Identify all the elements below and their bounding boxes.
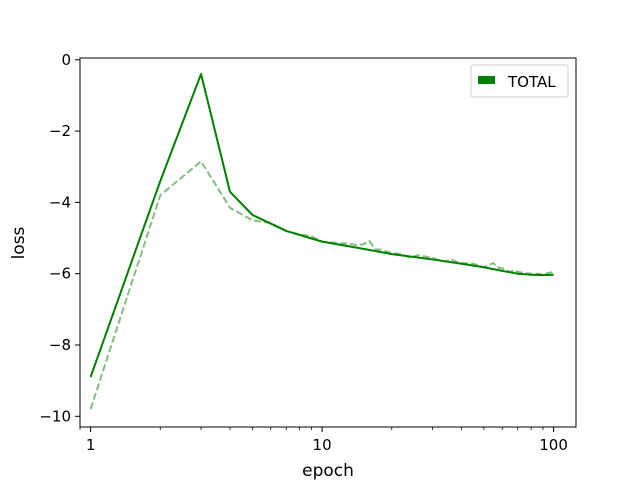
series-layer [89, 73, 554, 410]
x-tick-label: 100 [539, 436, 568, 454]
y-axis-ticks: 0 −2 −4 −6 −8 −10 [39, 51, 80, 425]
y-tick-label: −2 [49, 122, 71, 140]
legend-label-total: TOTAL [507, 73, 556, 91]
y-tick-label: 0 [61, 51, 71, 69]
legend-frame [470, 64, 569, 98]
series-line-dashed [89, 160, 554, 410]
x-axis-label: epoch [302, 461, 354, 480]
legend-swatch [478, 76, 495, 84]
plot-frame [79, 57, 577, 428]
y-tick-label: −4 [49, 193, 71, 211]
x-tick-label: 1 [86, 436, 96, 454]
x-tick-label: 10 [313, 436, 332, 454]
y-tick-label: −10 [39, 407, 71, 425]
y-tick-label: −8 [49, 336, 71, 354]
y-tick-label: −6 [49, 265, 71, 283]
series-line-total [89, 73, 554, 378]
y-axis-label: loss [9, 226, 29, 259]
x-axis-ticks: 1 10 100 [79, 427, 568, 454]
legend: TOTAL [470, 64, 569, 98]
